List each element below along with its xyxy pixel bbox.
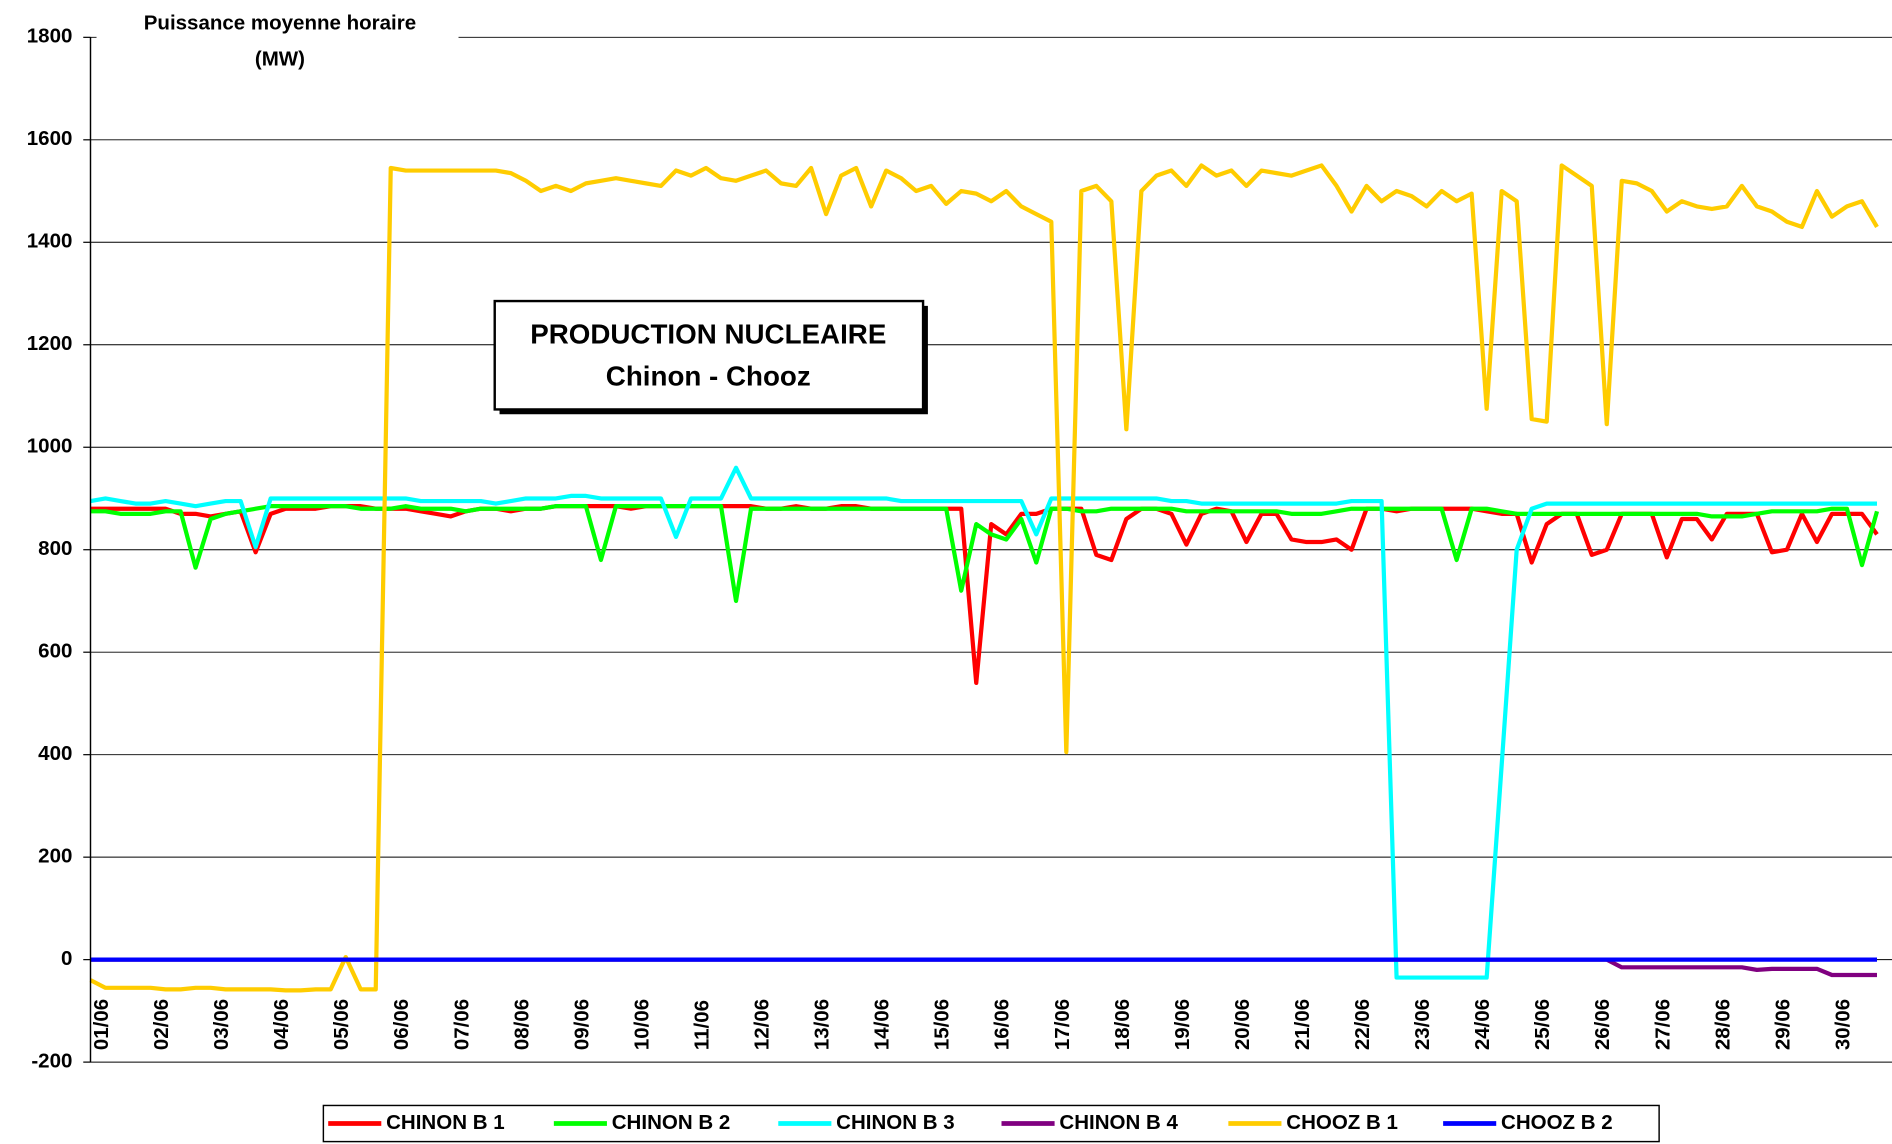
y-tick-label: 1400 (27, 230, 73, 253)
x-tick-label: 09/06 (570, 999, 593, 1050)
x-tick-label: 06/06 (390, 999, 413, 1050)
series-line (89, 163, 1879, 993)
x-tick-label: 17/06 (1051, 999, 1074, 1050)
x-tick-label: 27/06 (1651, 999, 1674, 1050)
y-tick-label: 200 (38, 845, 72, 868)
y-tick-label: 400 (38, 742, 72, 765)
x-tick-label: 08/06 (510, 999, 533, 1050)
y-tick-label: 1000 (27, 435, 73, 458)
x-tick-label: 23/06 (1411, 999, 1434, 1050)
x-tick-label: 26/06 (1591, 999, 1614, 1050)
x-tick-label: 04/06 (270, 999, 293, 1050)
x-tick-label: 25/06 (1531, 999, 1554, 1050)
x-tick-label: 28/06 (1711, 999, 1734, 1050)
y-axis-label: Puissance moyenne horaire (144, 12, 416, 35)
y-tick-label: 1200 (27, 332, 73, 355)
y-axis-label: (MW) (255, 48, 305, 71)
x-tick-label: 01/06 (90, 999, 113, 1050)
x-tick-label: 11/06 (690, 1000, 713, 1050)
x-tick-label: 02/06 (150, 999, 173, 1050)
x-tick-label: 20/06 (1231, 999, 1254, 1050)
x-tick-label: 10/06 (630, 999, 653, 1050)
x-tick-label: 14/06 (871, 999, 894, 1050)
x-tick-label: 15/06 (931, 999, 954, 1050)
chart-title: PRODUCTION NUCLEAIRE (530, 318, 886, 349)
y-tick-label: 600 (38, 640, 72, 663)
chart-subtitle: Chinon - Chooz (606, 360, 811, 391)
x-tick-label: 13/06 (811, 999, 834, 1050)
legend-label: CHINON B 3 (836, 1111, 954, 1134)
x-tick-label: 05/06 (330, 999, 353, 1050)
y-tick-label: 1800 (27, 25, 73, 48)
legend: CHINON B 1 CHINON B 2 CHINON B 3 CHINON B 4… (328, 1111, 1613, 1134)
legend-label: CHINON B 1 (386, 1111, 504, 1134)
y-tick-label: 800 (38, 537, 72, 560)
x-tick-label: 16/06 (991, 999, 1014, 1050)
legend-label: CHINON B 2 (612, 1111, 730, 1134)
x-tick-label: 18/06 (1111, 999, 1134, 1050)
y-tick-label: -200 (31, 1050, 72, 1073)
y-tick-label: 1600 (27, 127, 73, 150)
plot-lines (89, 163, 1880, 993)
x-tick-label: 29/06 (1771, 999, 1794, 1050)
x-tick-label: 21/06 (1291, 999, 1314, 1050)
title-box (493, 299, 925, 411)
x-tick-label: 22/06 (1351, 999, 1374, 1050)
x-tick-label: 07/06 (450, 999, 473, 1050)
series-line (90, 465, 1877, 980)
legend-label: CHOOZ B 1 (1286, 1111, 1398, 1134)
legend-box (322, 1104, 1660, 1143)
x-tick-label: 19/06 (1171, 999, 1194, 1050)
x-tick-label: 30/06 (1831, 999, 1854, 1050)
legend-label: CHOOZ B 2 (1501, 1111, 1613, 1134)
axis-labels: -200 0 200 400 600 800 1000 1200 1400 1600 1800 01/… (27, 25, 1855, 1073)
x-tick-label: 12/06 (751, 999, 774, 1050)
x-tick-label: 03/06 (210, 999, 233, 1050)
series-line (90, 504, 1880, 604)
legend-label: CHINON B 4 (1059, 1111, 1178, 1134)
y-tick-label: 0 (61, 947, 72, 970)
x-tick-label: 24/06 (1471, 999, 1494, 1050)
y-label-bg (96, 9, 459, 76)
